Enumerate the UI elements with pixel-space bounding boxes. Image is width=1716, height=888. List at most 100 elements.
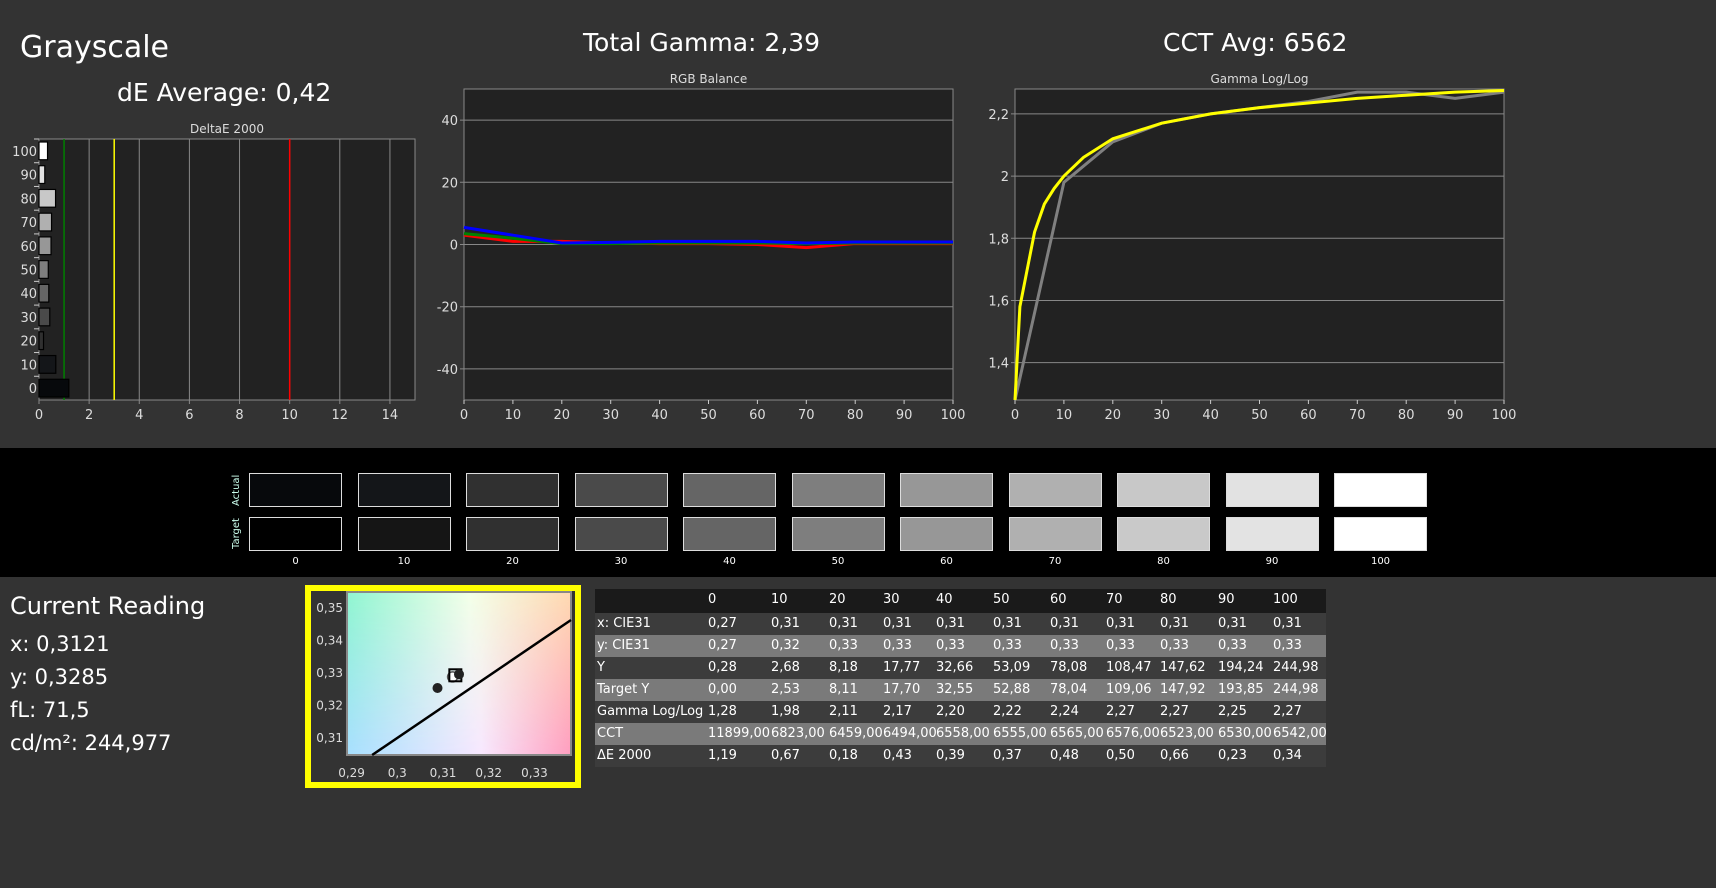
table-cell: 6555,00 <box>993 726 1047 741</box>
reading-y: y: 0,3285 <box>10 665 109 689</box>
table-cell: 6558,00 <box>936 726 990 741</box>
table-cell: 2,11 <box>829 704 858 719</box>
target-swatch <box>1225 517 1319 551</box>
table-cell: 2,27 <box>1106 704 1135 719</box>
column-header: 80 <box>1160 592 1177 607</box>
table-cell: 0,31 <box>883 616 912 631</box>
swatch-level-label: 60 <box>940 556 953 567</box>
column-header: 60 <box>1050 592 1067 607</box>
deltae-xtick: 8 <box>235 408 243 423</box>
table-row: CCT 11899,00 6823,00 6459,00 6494,00 6558,00 6… <box>595 723 1327 745</box>
table-cell: 0,31 <box>936 616 965 631</box>
deltae-title: DeltaE 2000 <box>190 122 264 136</box>
row-label: ΔE 2000 <box>597 748 652 763</box>
actual-swatch <box>900 473 993 507</box>
cie-xtick: 0,32 <box>475 766 502 780</box>
table-cell: 2,25 <box>1218 704 1247 719</box>
table-cell: 6542,00 <box>1273 726 1327 741</box>
deltae-bar <box>38 378 70 398</box>
actual-swatch <box>357 473 451 507</box>
table-cell: 2,27 <box>1273 704 1302 719</box>
table-cell: 0,33 <box>1106 638 1135 653</box>
actual-row-label: Actual <box>231 474 242 506</box>
table-cell: 244,98 <box>1273 682 1319 697</box>
table-cell: 6459,00 <box>829 726 883 741</box>
table-cell: 0,31 <box>1160 616 1189 631</box>
column-header: 10 <box>771 592 788 607</box>
deltae-ytick: 90 <box>20 169 37 184</box>
gamma-xtick: 60 <box>1300 408 1317 423</box>
gamma-series-line-1 <box>1013 89 1505 401</box>
table-cell: 8,18 <box>829 660 858 675</box>
rgb-balance-xtick: 10 <box>505 408 522 423</box>
deltae-xtick: 4 <box>135 408 143 423</box>
table-cell: 2,27 <box>1160 704 1189 719</box>
table-cell: 0,33 <box>1050 638 1079 653</box>
table-cell: 0,33 <box>993 638 1022 653</box>
row-label: x: CIE31 <box>597 616 651 631</box>
table-cell: 32,55 <box>936 682 974 697</box>
target-swatch <box>466 517 559 551</box>
cie-ytick: 0,31 <box>316 731 343 745</box>
current-reading: Current Reading x: 0,3121 y: 0,3285 fL: … <box>10 592 205 764</box>
table-cell: 0,23 <box>1218 748 1247 763</box>
column-header: 20 <box>829 592 846 607</box>
table-cell: 32,66 <box>936 660 974 675</box>
deltae-ytick: 0 <box>29 382 37 397</box>
swatch-level-label: 0 <box>292 556 299 567</box>
table-cell: 0,27 <box>708 616 737 631</box>
deltae-bar <box>38 354 57 374</box>
table-cell: 1,98 <box>771 704 800 719</box>
swatch-level-label: 80 <box>1157 556 1170 567</box>
actual-swatch <box>791 473 885 507</box>
row-label: CCT <box>597 726 624 741</box>
deltae-plot-area <box>38 138 416 401</box>
row-label: Target Y <box>597 682 650 697</box>
table-cell: 0,31 <box>829 616 858 631</box>
table-cell: 0,67 <box>771 748 800 763</box>
deltae-ytick: 20 <box>20 335 37 350</box>
deltae-ytick: 70 <box>20 216 37 231</box>
deltae-xtick: 6 <box>185 408 193 423</box>
column-header: 40 <box>936 592 953 607</box>
actual-swatch <box>1334 473 1427 507</box>
reading-cdm2: cd/m²: 244,977 <box>10 731 172 755</box>
cie-ytick: 0,35 <box>316 601 343 615</box>
actual-swatch <box>249 473 342 507</box>
target-swatch <box>249 517 342 551</box>
row-label: Y <box>597 660 605 675</box>
deltae-xtick: 12 <box>332 408 349 423</box>
table-cell: 109,06 <box>1106 682 1152 697</box>
table-cell: 193,85 <box>1218 682 1264 697</box>
gamma-xtick: 90 <box>1447 408 1464 423</box>
deltae-xtick: 10 <box>281 408 298 423</box>
table-cell: 0,31 <box>1050 616 1079 631</box>
cct-average: CCT Avg: 6562 <box>1163 28 1348 57</box>
table-cell: 0,31 <box>993 616 1022 631</box>
blackbody-curve <box>371 618 572 757</box>
gamma-xtick: 70 <box>1349 408 1366 423</box>
deltae-xtick: 14 <box>382 408 399 423</box>
table-cell: 0,31 <box>1273 616 1302 631</box>
actual-swatch <box>1225 473 1319 507</box>
gamma-xtick: 0 <box>1011 408 1019 423</box>
deltae-bar <box>38 236 52 256</box>
table-cell: 0,28 <box>708 660 737 675</box>
gamma-ytick: 2 <box>1001 170 1009 185</box>
actual-swatch <box>574 473 668 507</box>
table-cell: 147,92 <box>1160 682 1206 697</box>
rgb-balance-ytick: 0 <box>450 239 458 254</box>
gamma-title: Gamma Log/Log <box>1210 72 1308 86</box>
column-header: 30 <box>883 592 900 607</box>
deltae-bar <box>38 260 49 279</box>
table-cell: 6530,00 <box>1218 726 1272 741</box>
target-row-label: Target <box>231 518 242 549</box>
rgb-balance-ytick: -20 <box>437 301 458 316</box>
target-swatch <box>1334 517 1427 551</box>
table-row: Y 0,28 2,68 8,18 17,77 32,66 53,09 78,08 108,47 1… <box>595 657 1326 679</box>
table-cell: 1,19 <box>708 748 737 763</box>
reading-x: x: 0,3121 <box>10 632 110 656</box>
table-cell: 53,09 <box>993 660 1031 675</box>
column-header: 0 <box>708 592 717 607</box>
target-swatch <box>1117 517 1210 551</box>
